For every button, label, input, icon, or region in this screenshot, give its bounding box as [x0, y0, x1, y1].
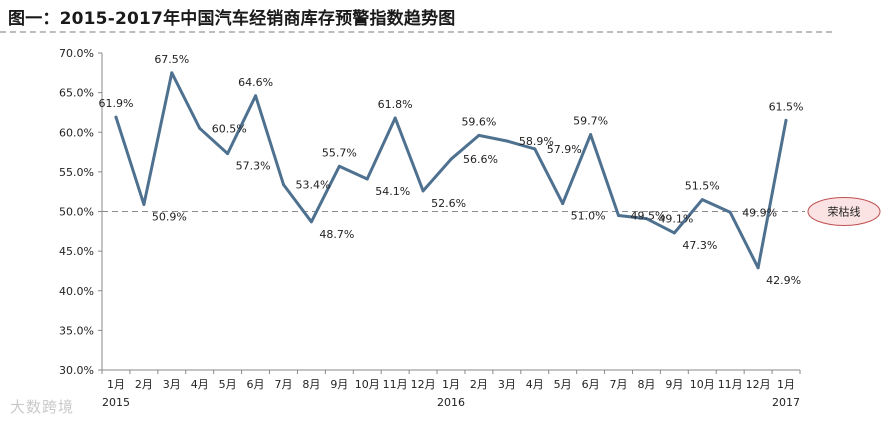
reference-badge	[807, 197, 881, 226]
data-point	[281, 183, 285, 187]
x-tick-label: 5月	[219, 378, 237, 391]
data-label: 49.9%	[742, 206, 777, 219]
data-label: 57.9%	[547, 143, 582, 156]
x-tick-label: 8月	[302, 378, 320, 391]
data-point	[589, 133, 593, 137]
x-tick-label: 12月	[746, 378, 771, 391]
data-label: 49.1%	[658, 213, 693, 226]
y-tick-label: 60.0%	[59, 126, 94, 139]
x-tick-label: 1月	[107, 378, 125, 391]
data-point	[170, 71, 174, 75]
data-label: 50.9%	[152, 210, 187, 223]
data-point	[365, 177, 369, 181]
data-point	[728, 210, 732, 214]
x-tick-label: 7月	[610, 378, 628, 391]
x-tick-label: 6月	[582, 378, 600, 391]
data-label: 47.3%	[682, 239, 717, 252]
x-tick-label: 3月	[498, 378, 516, 391]
x-tick-label: 3月	[163, 378, 181, 391]
x-tick-label: 4月	[526, 378, 544, 391]
data-point	[142, 202, 146, 206]
data-point	[226, 152, 230, 156]
data-point	[505, 139, 509, 143]
x-tick-label: 9月	[665, 378, 683, 391]
data-label: 64.6%	[238, 76, 273, 89]
data-label: 51.5%	[685, 180, 720, 193]
x-tick-label: 1月	[442, 378, 460, 391]
chart-title: 图一：2015-2017年中国汽车经销商库存预警指数趋势图	[8, 9, 456, 29]
title-divider	[0, 31, 832, 33]
data-point	[784, 118, 788, 122]
data-label: 59.6%	[461, 115, 496, 128]
data-label: 58.9%	[519, 135, 554, 148]
x-tick-label: 5月	[554, 378, 572, 391]
data-label: 61.9%	[98, 97, 133, 110]
data-label: 57.3%	[236, 160, 271, 173]
data-point	[672, 231, 676, 235]
data-label: 67.5%	[154, 53, 189, 66]
data-label: 55.7%	[322, 146, 357, 159]
y-tick-label: 35.0%	[59, 324, 94, 337]
data-point	[309, 220, 313, 224]
series-line-group	[114, 71, 788, 270]
data-point	[644, 217, 648, 221]
x-tick-label: 10月	[355, 378, 380, 391]
data-point	[421, 189, 425, 193]
x-tick-label: 7月	[274, 378, 292, 391]
data-point	[700, 198, 704, 202]
x-tick-label: 4月	[191, 378, 209, 391]
data-label: 59.7%	[573, 115, 608, 128]
data-point	[533, 147, 537, 151]
x-tick-label: 11月	[718, 378, 743, 391]
data-point	[254, 94, 258, 98]
x-tick-label: 1月	[777, 378, 795, 391]
data-point	[393, 116, 397, 120]
reference-label: 荣枯线	[828, 205, 861, 219]
data-point	[449, 157, 453, 161]
data-label: 42.9%	[766, 274, 801, 287]
data-label: 56.6%	[463, 153, 498, 166]
x-tick-label: 2月	[470, 378, 488, 391]
data-label: 61.8%	[378, 98, 413, 111]
y-axis: 30.0% 35.0% 40.0% 45.0% 50.0% 55.0% 60.0% 65.0%…	[59, 47, 103, 377]
x-axis: 1月 2月 3月 4月 5月 6月 7月 8月 9月 10月 11月 12月 1月 2月 3月 4月 5月 6月 7…	[101, 369, 801, 409]
data-label: 51.0%	[571, 210, 606, 223]
x-tick-label: 8月	[637, 378, 655, 391]
x-year-label: 2015	[102, 396, 130, 409]
y-tick-label: 70.0%	[59, 47, 94, 60]
data-label: 52.6%	[431, 197, 466, 210]
data-label: 53.4%	[295, 179, 330, 192]
x-tick-label: 9月	[330, 378, 348, 391]
y-tick-label: 50.0%	[59, 206, 94, 219]
data-point	[114, 115, 118, 119]
data-label: 54.1%	[375, 185, 410, 198]
y-tick-label: 65.0%	[59, 87, 94, 100]
data-label: 61.5%	[769, 100, 804, 113]
x-year-label: 2016	[437, 396, 465, 409]
data-point	[756, 266, 760, 270]
x-tick-label: 6月	[247, 378, 265, 391]
x-year-label: 2017	[772, 396, 800, 409]
x-tick-label: 10月	[690, 378, 715, 391]
x-tick-label: 11月	[383, 378, 408, 391]
data-point	[617, 213, 621, 217]
data-point	[561, 202, 565, 206]
data-point	[198, 126, 202, 130]
data-label: 60.5%	[212, 122, 247, 135]
y-tick-label: 40.0%	[59, 285, 94, 298]
watermark: 大数跨境	[10, 398, 75, 416]
data-point	[337, 164, 341, 168]
data-point	[477, 133, 481, 137]
y-tick-label: 55.0%	[59, 166, 94, 179]
data-label-group: 61.9% 50.9% 67.5% 60.5% 57.3% 64.6% 53.4% 48.7%…	[98, 53, 803, 287]
y-tick-label: 30.0%	[59, 364, 94, 377]
data-label: 48.7%	[319, 228, 354, 241]
reference-line-group: 荣枯线	[102, 197, 881, 226]
data-label: 49.5%	[631, 209, 666, 222]
x-tick-label: 2月	[135, 378, 153, 391]
y-tick-label: 45.0%	[59, 245, 94, 258]
x-tick-label: 12月	[411, 378, 436, 391]
